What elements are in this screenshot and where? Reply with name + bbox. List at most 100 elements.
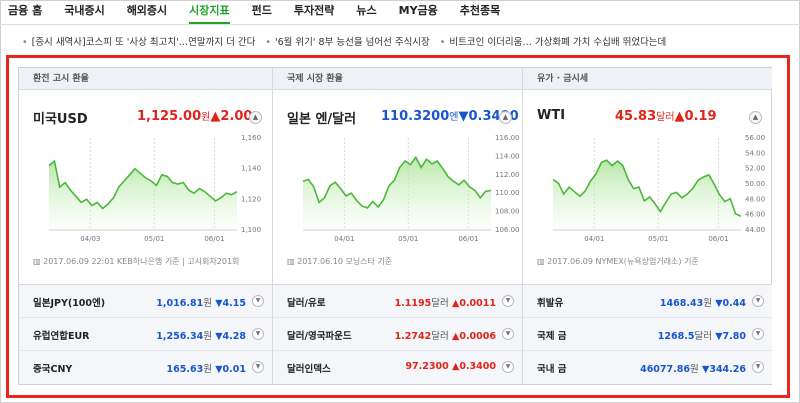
nav-news[interactable]: 뉴스 [356,4,377,17]
quote-unit: 달러 [656,112,675,123]
chevron-down-icon[interactable]: ▼ [502,295,514,307]
y-tick-label: 116.00 [495,134,520,142]
quote-value-group: 45.83달러▲0.19 [615,108,717,124]
x-tick-label: 05/01 [144,235,164,243]
table-row[interactable]: 달러/영국파운드 1.2742달러 ▲0.0006 ▼ [273,318,522,351]
chevron-down-icon[interactable]: ▼ [502,361,514,373]
data-source: ▥ 2017.06.09 22:01 KEB하나은행 기준 | 고시회차201회 [33,256,239,267]
table-row[interactable]: 일본JPY(100엔) 1,016.81원 ▼4.15 ▼ [19,285,272,318]
table-row[interactable]: 중국CNY 165.63원 ▼0.01 ▼ [19,351,272,384]
row-value-group: 1.1195달러 ▲0.0011 [395,295,496,309]
y-tick-label: 110.00 [495,189,520,197]
row-value: 1,016.81 [156,298,204,309]
column-header[interactable]: 환전 고시 환율 [19,68,272,90]
y-tick-label: 1,120 [241,195,261,203]
y-tick-label: 46.00 [745,211,765,219]
bullet-icon: • [439,37,446,48]
ticker-item[interactable]: • 비트코인 이더리움… 가상화폐 가치 수십배 뛰었다는데 [440,34,667,48]
column-header[interactable]: 국제 시장 환율 [273,68,522,90]
chevron-down-icon[interactable]: ▼ [752,328,764,340]
top-navigation: 금융 홈 국내증시 해외증시 시장지표 펀드 투자전략 뉴스 MY금융 추천종목 [8,0,522,24]
chevron-down-icon[interactable]: ▼ [752,295,764,307]
row-unit: 원 [203,364,212,375]
y-tick-label: 54.00 [745,149,765,157]
nav-investment-strategy[interactable]: 투자전략 [293,4,335,17]
chevron-down-icon[interactable]: ▼ [252,328,264,340]
x-tick-label: 05/01 [648,235,668,243]
row-name: 휘발유 [537,298,564,309]
nav-recommended-stocks[interactable]: 추천종목 [459,4,501,17]
row-unit: 달러 [694,331,712,342]
y-tick-label: 1,160 [241,134,261,142]
x-tick-label: 04/03 [80,235,100,243]
nav-finance-home[interactable]: 금융 홈 [8,4,43,17]
row-unit: 원 [689,364,699,375]
chevron-up-icon[interactable]: ▲ [749,111,762,124]
row-value-group: 46077.86원 ▼344.26 [640,361,746,375]
y-tick-label: 52.00 [745,165,765,173]
ticker-item[interactable]: • [증시 새역사]코스피 또 '사상 최고치'…연말까지 더 간다 [22,34,255,48]
main-quote[interactable]: WTI 45.83달러▲0.19 ▲ [523,108,772,128]
red-highlight-box [6,55,790,398]
bullet-icon: • [22,37,28,48]
row-value: 165.63 [166,364,204,375]
table-row[interactable]: 국제 금 1268.5달러 ▼7.80 ▼ [523,318,772,351]
chevron-down-icon[interactable]: ▼ [752,361,764,373]
x-tick-label: 04/01 [584,235,604,243]
nav-market-indicators[interactable]: 시장지표 [189,0,230,24]
x-tick-label: 04/01 [334,235,354,243]
row-value-group: 1,016.81원 ▼4.15 [156,295,246,309]
row-name: 유럽연합EUR [33,331,90,342]
row-unit: 달러 [431,298,449,309]
series-area [553,160,741,230]
table-row[interactable]: 휘발유 1468.43원 ▼0.44 ▼ [523,285,772,318]
nav-overseas-stocks[interactable]: 해외증시 [126,4,168,17]
main-quote[interactable]: 일본 엔/달러 110.3200엔▼0.3400 ▲ [273,108,522,128]
row-change: ▲0.0011 [452,298,496,309]
y-tick-label: 44.00 [745,226,765,234]
row-value-group: 165.63원 ▼0.01 [167,361,246,375]
ticker-item[interactable]: • '6월 위기' 8부 능선을 넘어선 주식시장 [265,34,429,48]
quote-change: ▲0.19 [674,109,717,124]
quote-name: 미국USD [33,112,88,127]
nav-my-finance[interactable]: MY금융 [398,4,438,17]
chevron-down-icon[interactable]: ▼ [502,328,514,340]
quote-name: 일본 엔/달러 [287,112,357,127]
row-value-group: 1268.5달러 ▼7.80 [658,328,746,342]
y-tick-label: 108.00 [495,208,520,216]
row-value: 46077.86 [640,364,690,375]
main-quote[interactable]: 미국USD 1,125.00원▲2.00 ▲ [19,108,272,128]
table-row[interactable]: 달러/유로 1.1195달러 ▲0.0011 ▼ [273,285,522,318]
table-row[interactable]: 유럽연합EUR 1,256.34원 ▼4.28 ▼ [19,318,272,351]
x-tick-label: 05/01 [398,235,418,243]
row-change: ▲0.0006 [452,331,496,342]
chevron-down-icon[interactable]: ▼ [252,295,264,307]
row-change: ▼7.80 [715,331,746,342]
chevron-down-icon[interactable]: ▼ [252,361,264,373]
row-value-group: 1468.43원 ▼0.44 [660,295,746,309]
row-change: ▼4.15 [215,298,246,309]
y-tick-label: 112.00 [495,171,520,179]
series-line [302,155,492,209]
row-value-group: 97.2300 ▲0.3400 [405,361,496,372]
row-value: 1.1195 [394,298,432,309]
row-value: 1.2742 [394,331,432,342]
row-change: ▲0.3400 [452,361,496,372]
chevron-up-icon[interactable]: ▲ [249,111,262,124]
nav-funds[interactable]: 펀드 [251,4,272,17]
price-chart: 04/01 05/01 06/01 56.00 54.00 52.00 50.00 48.00… [531,130,767,250]
bullet-icon: • [265,37,272,48]
ticker-text: '6월 위기' 8부 능선을 넘어선 주식시장 [275,37,430,48]
row-unit: 원 [203,298,212,309]
table-row[interactable]: 달러인덱스 97.2300 ▲0.3400 ▼ [273,351,522,384]
table-row[interactable]: 국내 금 46077.86원 ▼344.26 ▼ [523,351,772,384]
quote-table: 일본JPY(100엔) 1,016.81원 ▼4.15 ▼ 유럽연합EUR 1,256.… [19,284,272,384]
chevron-up-icon[interactable]: ▲ [499,111,512,124]
row-change: ▼344.26 [702,364,746,375]
row-unit: 원 [203,331,212,342]
column-header[interactable]: 유가 · 금시세 [523,68,772,90]
row-change: ▼0.01 [215,364,246,375]
row-name: 국내 금 [537,364,567,375]
nav-domestic-stocks[interactable]: 국내증시 [64,4,105,17]
